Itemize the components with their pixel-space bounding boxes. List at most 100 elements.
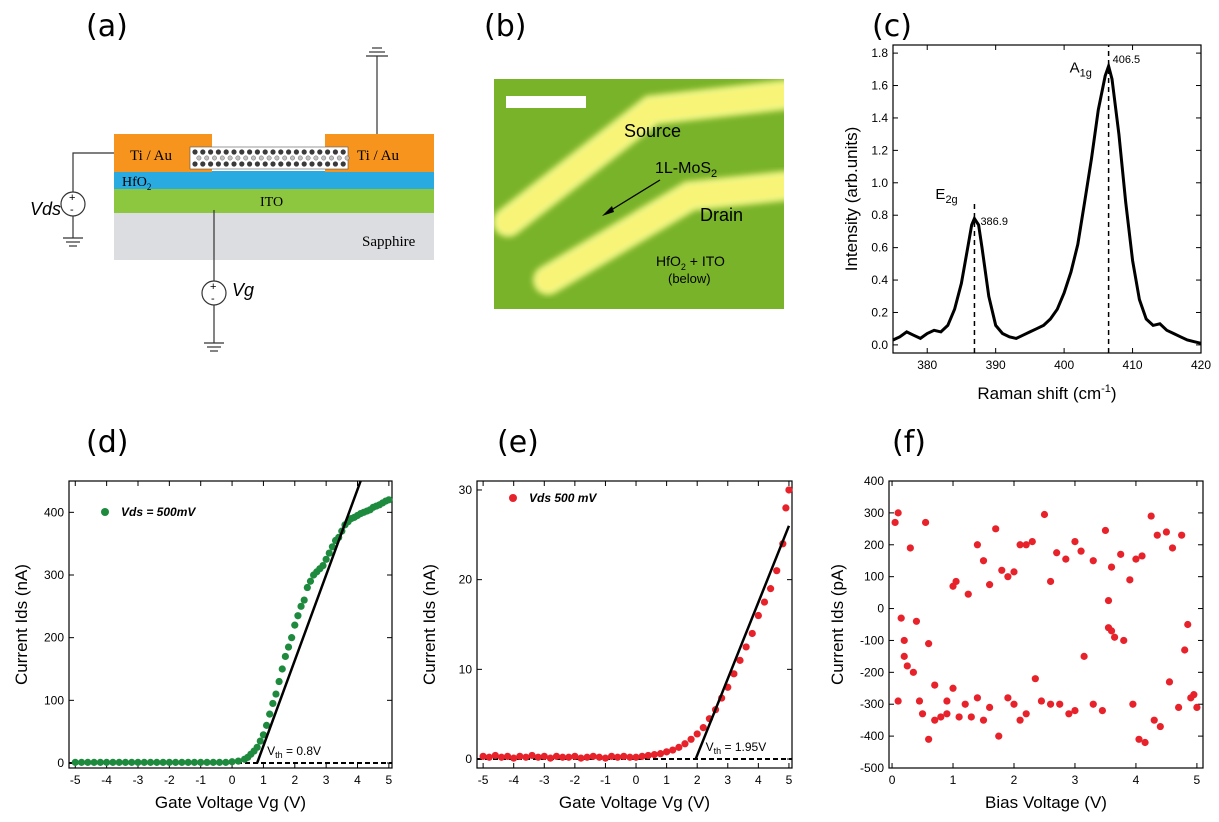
y-tick-label: 400 xyxy=(44,505,64,519)
data-point xyxy=(84,758,92,766)
data-point xyxy=(503,752,512,760)
data-point xyxy=(1178,531,1186,539)
plot-frame xyxy=(888,480,1204,769)
y-tick-label: 0 xyxy=(877,602,884,616)
mo-atom-top xyxy=(215,149,221,155)
data-point xyxy=(943,697,951,705)
y-tick-label: 0.0 xyxy=(871,338,888,352)
data-point xyxy=(540,752,548,760)
below-label: (below) xyxy=(668,271,711,286)
data-point xyxy=(669,746,677,754)
data-point xyxy=(937,713,945,721)
y-tick-label: 300 xyxy=(864,506,884,520)
mo-atom-bottom xyxy=(192,161,198,167)
data-point xyxy=(952,577,960,586)
x-axis-label: Raman shift (cm-1) xyxy=(977,383,1116,403)
mos2-arrow xyxy=(607,179,661,213)
x-tick-label: 5 xyxy=(1194,773,1201,787)
data-point xyxy=(925,640,933,648)
data-point xyxy=(1162,528,1171,536)
x-tick-label: 2 xyxy=(291,773,298,787)
mos2-label: 1L-MoS2 xyxy=(655,160,717,180)
data-point xyxy=(96,758,104,766)
x-axis-label: Bias Voltage (V) xyxy=(985,793,1107,812)
data-point xyxy=(967,713,975,721)
mo-atom-bottom xyxy=(247,161,253,167)
data-point xyxy=(1077,547,1085,555)
data-point xyxy=(906,544,914,552)
vds-plus: + xyxy=(69,192,75,204)
data-point xyxy=(961,700,969,708)
data-point xyxy=(1193,703,1201,712)
ito-label: ITO xyxy=(260,195,283,210)
x-tick-label: 3 xyxy=(323,773,330,787)
mo-atom-bottom xyxy=(254,161,260,167)
hfo2-layer xyxy=(114,171,434,189)
s-atom-mid xyxy=(266,155,272,161)
data-point xyxy=(748,629,756,638)
x-tick-label: -2 xyxy=(570,773,581,787)
data-point xyxy=(620,752,628,760)
y-tick-label: -300 xyxy=(860,697,884,711)
mo-atom-bottom xyxy=(208,161,214,167)
mo-atom-bottom xyxy=(293,161,299,167)
data-point xyxy=(1132,555,1140,563)
data-point xyxy=(552,752,561,760)
y-tick-label: 0.6 xyxy=(871,241,888,255)
transfer-curve-e-chart: -5 -4 -3 -2 -1 0 1 2 3 4 5 0 10 20 30 Vds 500 mV Vth = 1… xyxy=(420,480,793,812)
sapphire-layer xyxy=(114,212,434,260)
data-point xyxy=(266,710,274,718)
vg-circuit xyxy=(201,210,227,352)
data-point xyxy=(1175,703,1183,712)
linear-fit-line xyxy=(694,525,791,760)
s-atom-mid xyxy=(344,155,350,161)
data-point xyxy=(134,758,142,766)
data-point xyxy=(949,684,957,692)
data-point xyxy=(577,754,585,762)
x-tick-label: 1 xyxy=(663,773,670,787)
vth-annotation: Vth = 1.95V xyxy=(706,740,767,756)
x-tick-label: 3 xyxy=(724,773,731,787)
y-tick-label: 1.6 xyxy=(871,79,888,93)
data-point xyxy=(1065,710,1073,718)
panel-e-label: (e) xyxy=(497,425,539,460)
ito-layer xyxy=(114,188,434,213)
data-point xyxy=(559,753,567,761)
s-atom-mid xyxy=(336,155,342,161)
data-point xyxy=(528,751,536,760)
data-point xyxy=(1022,710,1030,718)
y-tick-label: 30 xyxy=(459,483,473,497)
data-point xyxy=(1101,526,1110,535)
data-point xyxy=(773,567,781,575)
x-axis-label: Gate Voltage Vg (V) xyxy=(559,793,710,812)
data-point xyxy=(1089,557,1097,565)
y-tick-label: 0.4 xyxy=(871,273,888,287)
s-atom-mid xyxy=(282,155,288,161)
data-point xyxy=(115,758,123,766)
data-point xyxy=(730,670,738,678)
data-point xyxy=(322,555,330,563)
data-point xyxy=(303,583,311,592)
legend-label: Vds 500 mV xyxy=(529,491,597,505)
x-tick-label: -3 xyxy=(133,773,144,787)
y-axis-label: Intensity (arb.units) xyxy=(842,127,861,272)
data-point xyxy=(1107,627,1116,635)
data-point xyxy=(1135,735,1143,743)
data-point xyxy=(650,750,658,759)
data-point xyxy=(77,758,86,766)
data-point xyxy=(644,751,652,760)
mo-atom-top xyxy=(231,149,237,155)
y-tick-label: -100 xyxy=(860,633,884,647)
mo-atom-top xyxy=(278,149,284,155)
data-point xyxy=(1104,596,1113,605)
data-point xyxy=(1053,549,1061,557)
x-tick-label: 5 xyxy=(786,773,793,787)
data-point xyxy=(675,743,683,751)
y-tick-label: 0.2 xyxy=(871,305,888,319)
data-point xyxy=(663,748,671,756)
scale-bar xyxy=(506,96,586,108)
data-point xyxy=(955,713,963,721)
y-tick-label: 100 xyxy=(44,693,64,707)
vds-label: Vds xyxy=(30,199,61,219)
data-point xyxy=(918,710,927,718)
